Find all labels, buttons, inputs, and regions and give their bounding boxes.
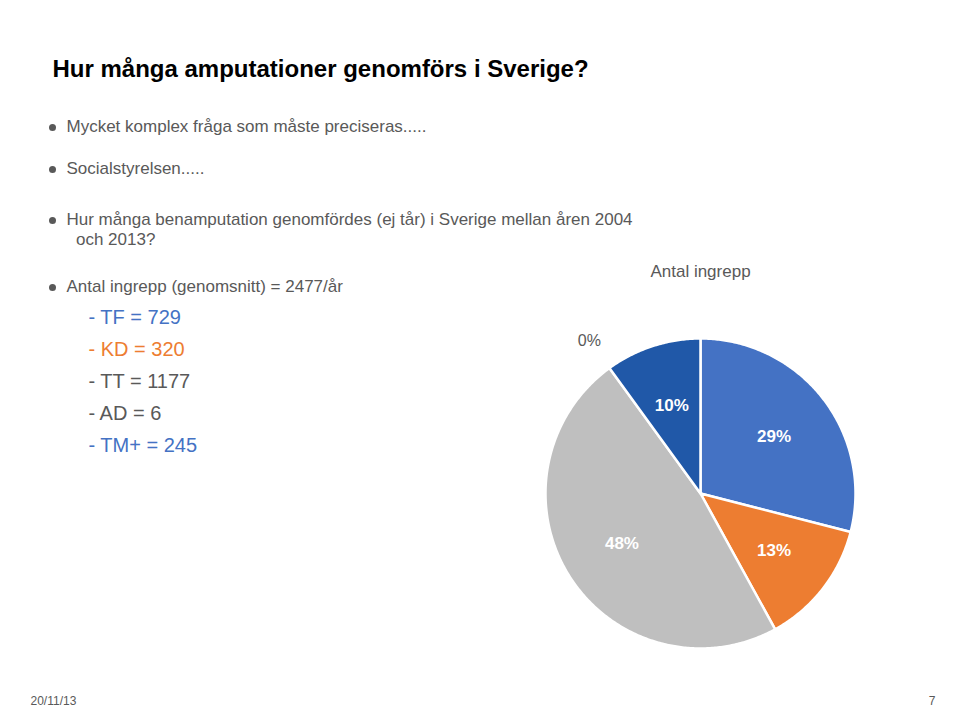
svg-text:48%: 48% — [605, 534, 639, 553]
svg-text:- TF = 729: - TF = 729 — [89, 306, 181, 328]
svg-text:- KD = 320: - KD = 320 — [89, 338, 185, 360]
svg-text:Antal ingrepp (genomsnitt) = 2: Antal ingrepp (genomsnitt) = 2477/år — [67, 277, 344, 296]
svg-text:10%: 10% — [655, 395, 689, 414]
svg-text:20/11/13: 20/11/13 — [31, 694, 77, 708]
svg-text:0%: 0% — [578, 332, 601, 349]
svg-text:- TM+ = 245: - TM+ = 245 — [89, 434, 198, 456]
svg-text:Antal ingrepp: Antal ingrepp — [650, 262, 750, 281]
svg-text:- TT = 1177: - TT = 1177 — [89, 370, 191, 392]
svg-text:- AD = 6: - AD = 6 — [89, 402, 162, 424]
svg-text:Socialstyrelsen.....: Socialstyrelsen..... — [67, 159, 205, 178]
svg-text:Mycket komplex fråga som måste: Mycket komplex fråga som måste precisera… — [67, 117, 427, 136]
svg-text:och 2013?: och 2013? — [67, 230, 156, 249]
svg-text:29%: 29% — [757, 427, 791, 446]
svg-text:Hur många amputationer genomfö: Hur många amputationer genomförs i Sveri… — [53, 55, 589, 82]
svg-text:7: 7 — [929, 694, 936, 708]
svg-text:Hur många benamputation genomf: Hur många benamputation genomfördes (ej … — [67, 210, 633, 229]
svg-text:13%: 13% — [757, 541, 791, 560]
